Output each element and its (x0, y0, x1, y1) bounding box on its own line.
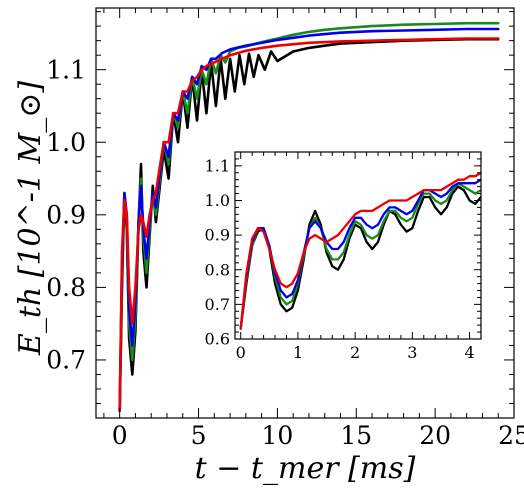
inset-x-tick-label: 2 (350, 343, 360, 362)
inset-series-group (239, 171, 481, 330)
inset-plot: 0 1 2 3 4 0.6 0.7 0.8 0.9 1.0 1.1 (205, 151, 482, 362)
inset-series-line-2 (239, 178, 481, 330)
inset-series-line-1 (239, 182, 481, 330)
main-x-tick-label: 0 (112, 421, 128, 450)
main-y-tick-label: 0.8 (46, 273, 86, 302)
main-frame (95, 7, 515, 419)
x-axis-title: t − t_mer [ms] (195, 451, 416, 486)
inset-y-tick-label: 0.8 (205, 260, 230, 279)
inset-y-tick-label: 1.0 (205, 191, 230, 210)
main-x-tick-label: 5 (191, 421, 207, 450)
main-x-tick-label: 20 (419, 421, 451, 450)
y-axis-title: E_th [10^-1 M_⊙] (13, 81, 48, 356)
inset-y-tick-label: 0.9 (205, 226, 230, 245)
inset-frame (234, 151, 482, 340)
inset-y-tick-label: 0.7 (205, 295, 230, 314)
main-y-tick-label: 0.9 (46, 201, 86, 230)
inset-x-tick-label: 1 (293, 343, 303, 362)
inset-y-tick-label: 0.6 (205, 330, 230, 349)
inset-x-tick-label: 3 (407, 343, 417, 362)
inset-x-tick-label: 4 (464, 343, 474, 362)
inset-series-line-3 (239, 171, 481, 330)
main-x-tick-label: 15 (340, 421, 372, 450)
main-series-group (118, 21, 500, 413)
main-series-line-0 (118, 37, 500, 413)
main-y-tick-label: 0.7 (46, 346, 86, 375)
main-x-tick-label: 10 (261, 421, 293, 450)
inset-y-tick-label: 1.1 (205, 156, 230, 175)
main-y-tick-label: 1.1 (46, 55, 86, 84)
inset-series-line-0 (239, 185, 481, 330)
inset-background (235, 152, 481, 339)
inset-x-tick-label: 0 (236, 343, 246, 362)
main-series-line-3 (118, 37, 500, 413)
main-y-tick-label: 1.0 (46, 128, 86, 157)
main-x-tick-label: 25 (498, 421, 524, 450)
